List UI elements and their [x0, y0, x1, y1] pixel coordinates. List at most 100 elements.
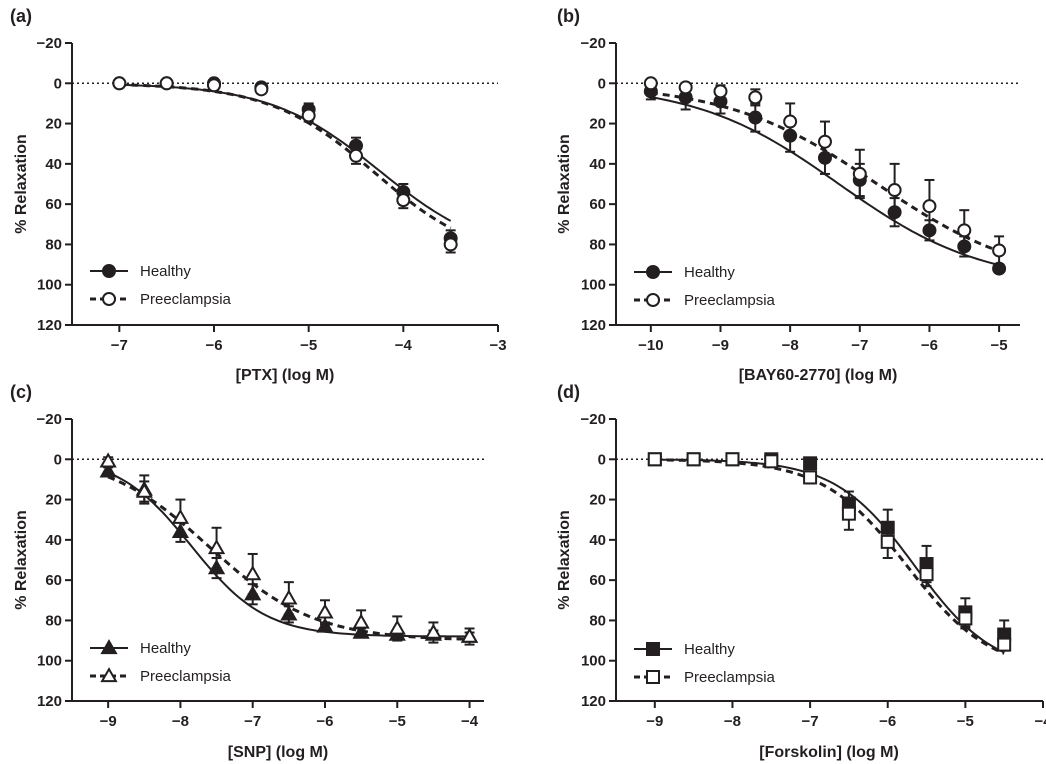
y-tick-label: 60 — [45, 196, 62, 213]
fit-curve-preeclampsia — [654, 458, 1005, 655]
x-tick-label: −3 — [489, 337, 506, 354]
x-tick-label: −6 — [316, 713, 333, 730]
data-point — [803, 470, 818, 485]
y-tick-label: 100 — [37, 277, 62, 294]
legend-marker — [646, 670, 660, 684]
x-axis-title: [SNP] (log M) — [228, 744, 328, 761]
y-tick-label: −20 — [37, 411, 62, 428]
data-point — [880, 534, 895, 549]
x-axis-title: [Forskolin] (log M) — [759, 744, 899, 761]
y-tick-label: 20 — [589, 492, 606, 509]
data-point — [887, 183, 902, 198]
legend-label: Preeclampsia — [684, 669, 776, 686]
y-tick-label: 120 — [37, 317, 62, 334]
data-point — [686, 452, 701, 467]
legend-marker — [646, 642, 660, 656]
x-tick-label: −7 — [244, 713, 261, 730]
legend-label: Healthy — [140, 263, 191, 280]
data-point — [919, 567, 934, 582]
x-tick-label: −9 — [100, 713, 117, 730]
data-point — [713, 84, 728, 99]
x-tick-label: −7 — [802, 713, 819, 730]
data-point — [817, 134, 832, 149]
y-tick-label: 80 — [45, 236, 62, 253]
y-tick-label: −20 — [581, 411, 606, 428]
x-tick-label: −4 — [395, 337, 413, 354]
data-point — [647, 452, 662, 467]
y-tick-label: 0 — [598, 451, 606, 468]
series-preeclampsia — [647, 452, 1012, 652]
data-point — [748, 90, 763, 105]
data-point — [349, 148, 363, 163]
data-point — [443, 237, 458, 252]
data-point — [135, 482, 153, 498]
series-healthy — [112, 76, 458, 248]
y-tick-label: 100 — [581, 277, 606, 294]
x-tick-label: −8 — [172, 713, 189, 730]
x-tick-label: −10 — [638, 337, 663, 354]
x-tick-label: −7 — [111, 337, 128, 354]
data-point — [99, 462, 117, 478]
y-tick-label: 120 — [581, 317, 606, 334]
chart-panel-3: (c) −20 0 20 40 60 80 100 120 −9 −8 −7 −6 −5 −4 [SNP] (… — [10, 382, 484, 761]
data-point — [460, 627, 479, 643]
y-tick-label: 40 — [45, 156, 62, 173]
y-tick-label: 0 — [598, 75, 606, 92]
y-tick-label: −20 — [581, 35, 606, 52]
x-tick-label: −5 — [300, 337, 317, 354]
y-tick-label: 40 — [45, 532, 62, 549]
y-tick-label: 100 — [37, 653, 62, 670]
data-point — [99, 452, 117, 468]
series-preeclampsia — [99, 452, 479, 646]
data-point — [643, 76, 658, 91]
legend-label: Preeclampsia — [140, 668, 232, 685]
x-tick-label: −6 — [921, 337, 938, 354]
series-preeclampsia — [112, 76, 458, 254]
x-axis-title: [BAY60-2770] (log M) — [739, 367, 898, 384]
data-point — [159, 76, 174, 91]
x-tick-label: −5 — [991, 337, 1008, 354]
data-point — [316, 603, 334, 619]
x-tick-label: −6 — [879, 713, 896, 730]
y-tick-label: 40 — [589, 532, 606, 549]
panel-letter: (c) — [10, 382, 32, 402]
data-point — [922, 199, 937, 214]
y-tick-label: 120 — [581, 693, 606, 710]
x-tick-label: −4 — [1034, 713, 1046, 730]
series-preeclampsia — [643, 76, 1007, 266]
data-point — [725, 452, 740, 467]
data-point — [352, 613, 370, 629]
data-point — [997, 637, 1012, 652]
data-point — [207, 78, 221, 93]
y-tick-label: 40 — [589, 156, 606, 173]
y-tick-label: 20 — [45, 116, 62, 133]
chart-panel-2: (b)−20 0 20 40 60 80 100 120 −10 −9 −8 −7 −6 −5 [BAY60… — [556, 6, 1020, 384]
data-point — [764, 454, 779, 469]
x-tick-label: −4 — [461, 713, 479, 730]
data-point — [112, 76, 127, 91]
y-tick-label: 0 — [54, 75, 62, 92]
x-tick-label: −5 — [957, 713, 974, 730]
x-tick-label: −8 — [782, 337, 799, 354]
fit-curve-preeclampsia — [119, 83, 452, 230]
fit-curve-healthy — [654, 458, 1005, 654]
data-point — [852, 166, 867, 181]
data-point — [280, 589, 298, 605]
legend-marker — [100, 639, 118, 655]
data-point — [388, 619, 406, 635]
y-tick-label: 60 — [45, 572, 62, 589]
y-tick-label: 20 — [589, 116, 606, 133]
legend-marker — [102, 264, 116, 278]
data-point — [783, 114, 798, 129]
data-point — [992, 243, 1007, 258]
legend-marker — [646, 265, 660, 279]
y-tick-label: 120 — [37, 693, 62, 710]
x-tick-label: −8 — [724, 713, 741, 730]
series-healthy — [643, 82, 1007, 276]
x-tick-label: −7 — [851, 337, 868, 354]
y-tick-label: 0 — [54, 451, 62, 468]
x-axis-title: [PTX] (log M) — [236, 367, 335, 384]
panel-letter: (a) — [10, 6, 32, 26]
data-point — [957, 223, 972, 238]
